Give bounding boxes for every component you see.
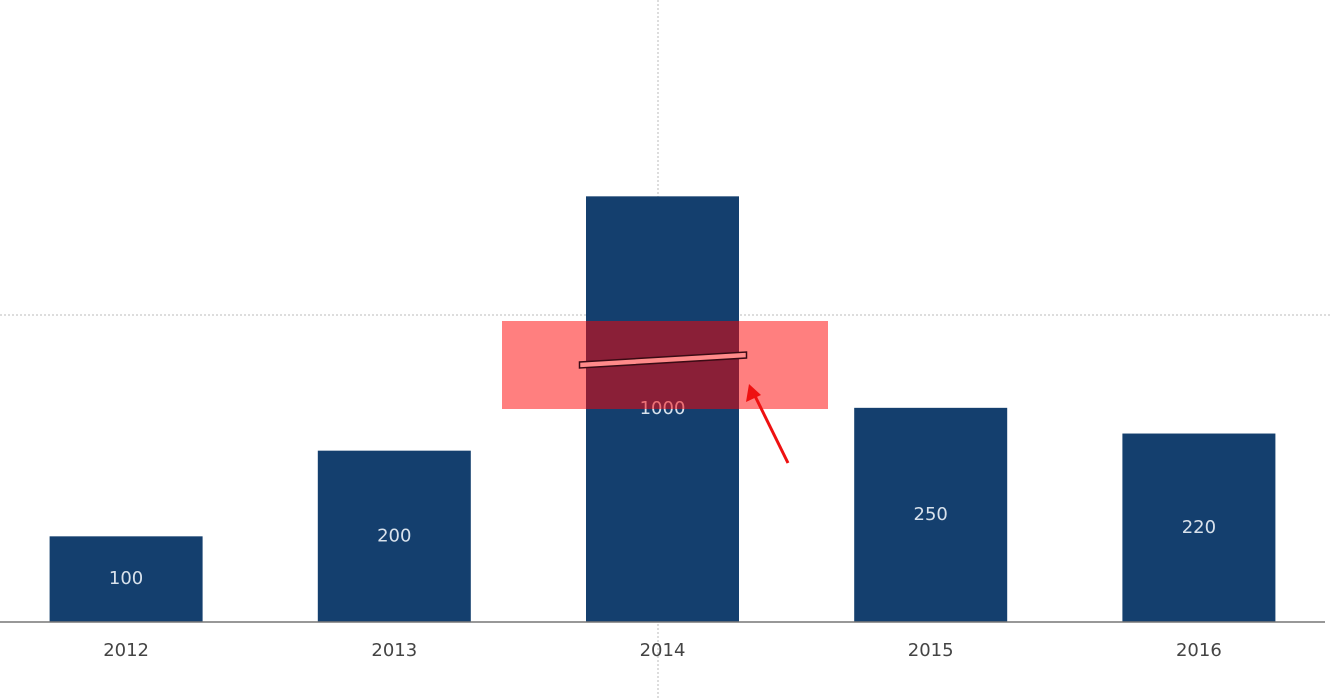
annotation-arrow [753, 395, 790, 464]
value-label: 200 [377, 525, 411, 546]
bar [317, 450, 471, 622]
value-label: 250 [914, 504, 948, 525]
axis-break-symbol [578, 351, 748, 369]
bar [49, 536, 203, 622]
x-tick-label: 2016 [1176, 640, 1222, 661]
x-tick-label: 2013 [371, 640, 417, 661]
bar [586, 196, 739, 623]
x-tick-label: 2014 [640, 640, 686, 661]
x-tick-label: 2015 [908, 640, 954, 661]
highlight-box [502, 321, 828, 409]
annotation-overlay [502, 321, 828, 464]
value-label: 100 [109, 568, 143, 589]
x-tick-label: 2012 [103, 640, 149, 661]
bars: 1002001000250220 [49, 196, 1276, 623]
value-label: 220 [1182, 517, 1216, 538]
bar [854, 407, 1008, 622]
annotation-arrowhead [746, 384, 761, 402]
bar [1122, 433, 1276, 622]
